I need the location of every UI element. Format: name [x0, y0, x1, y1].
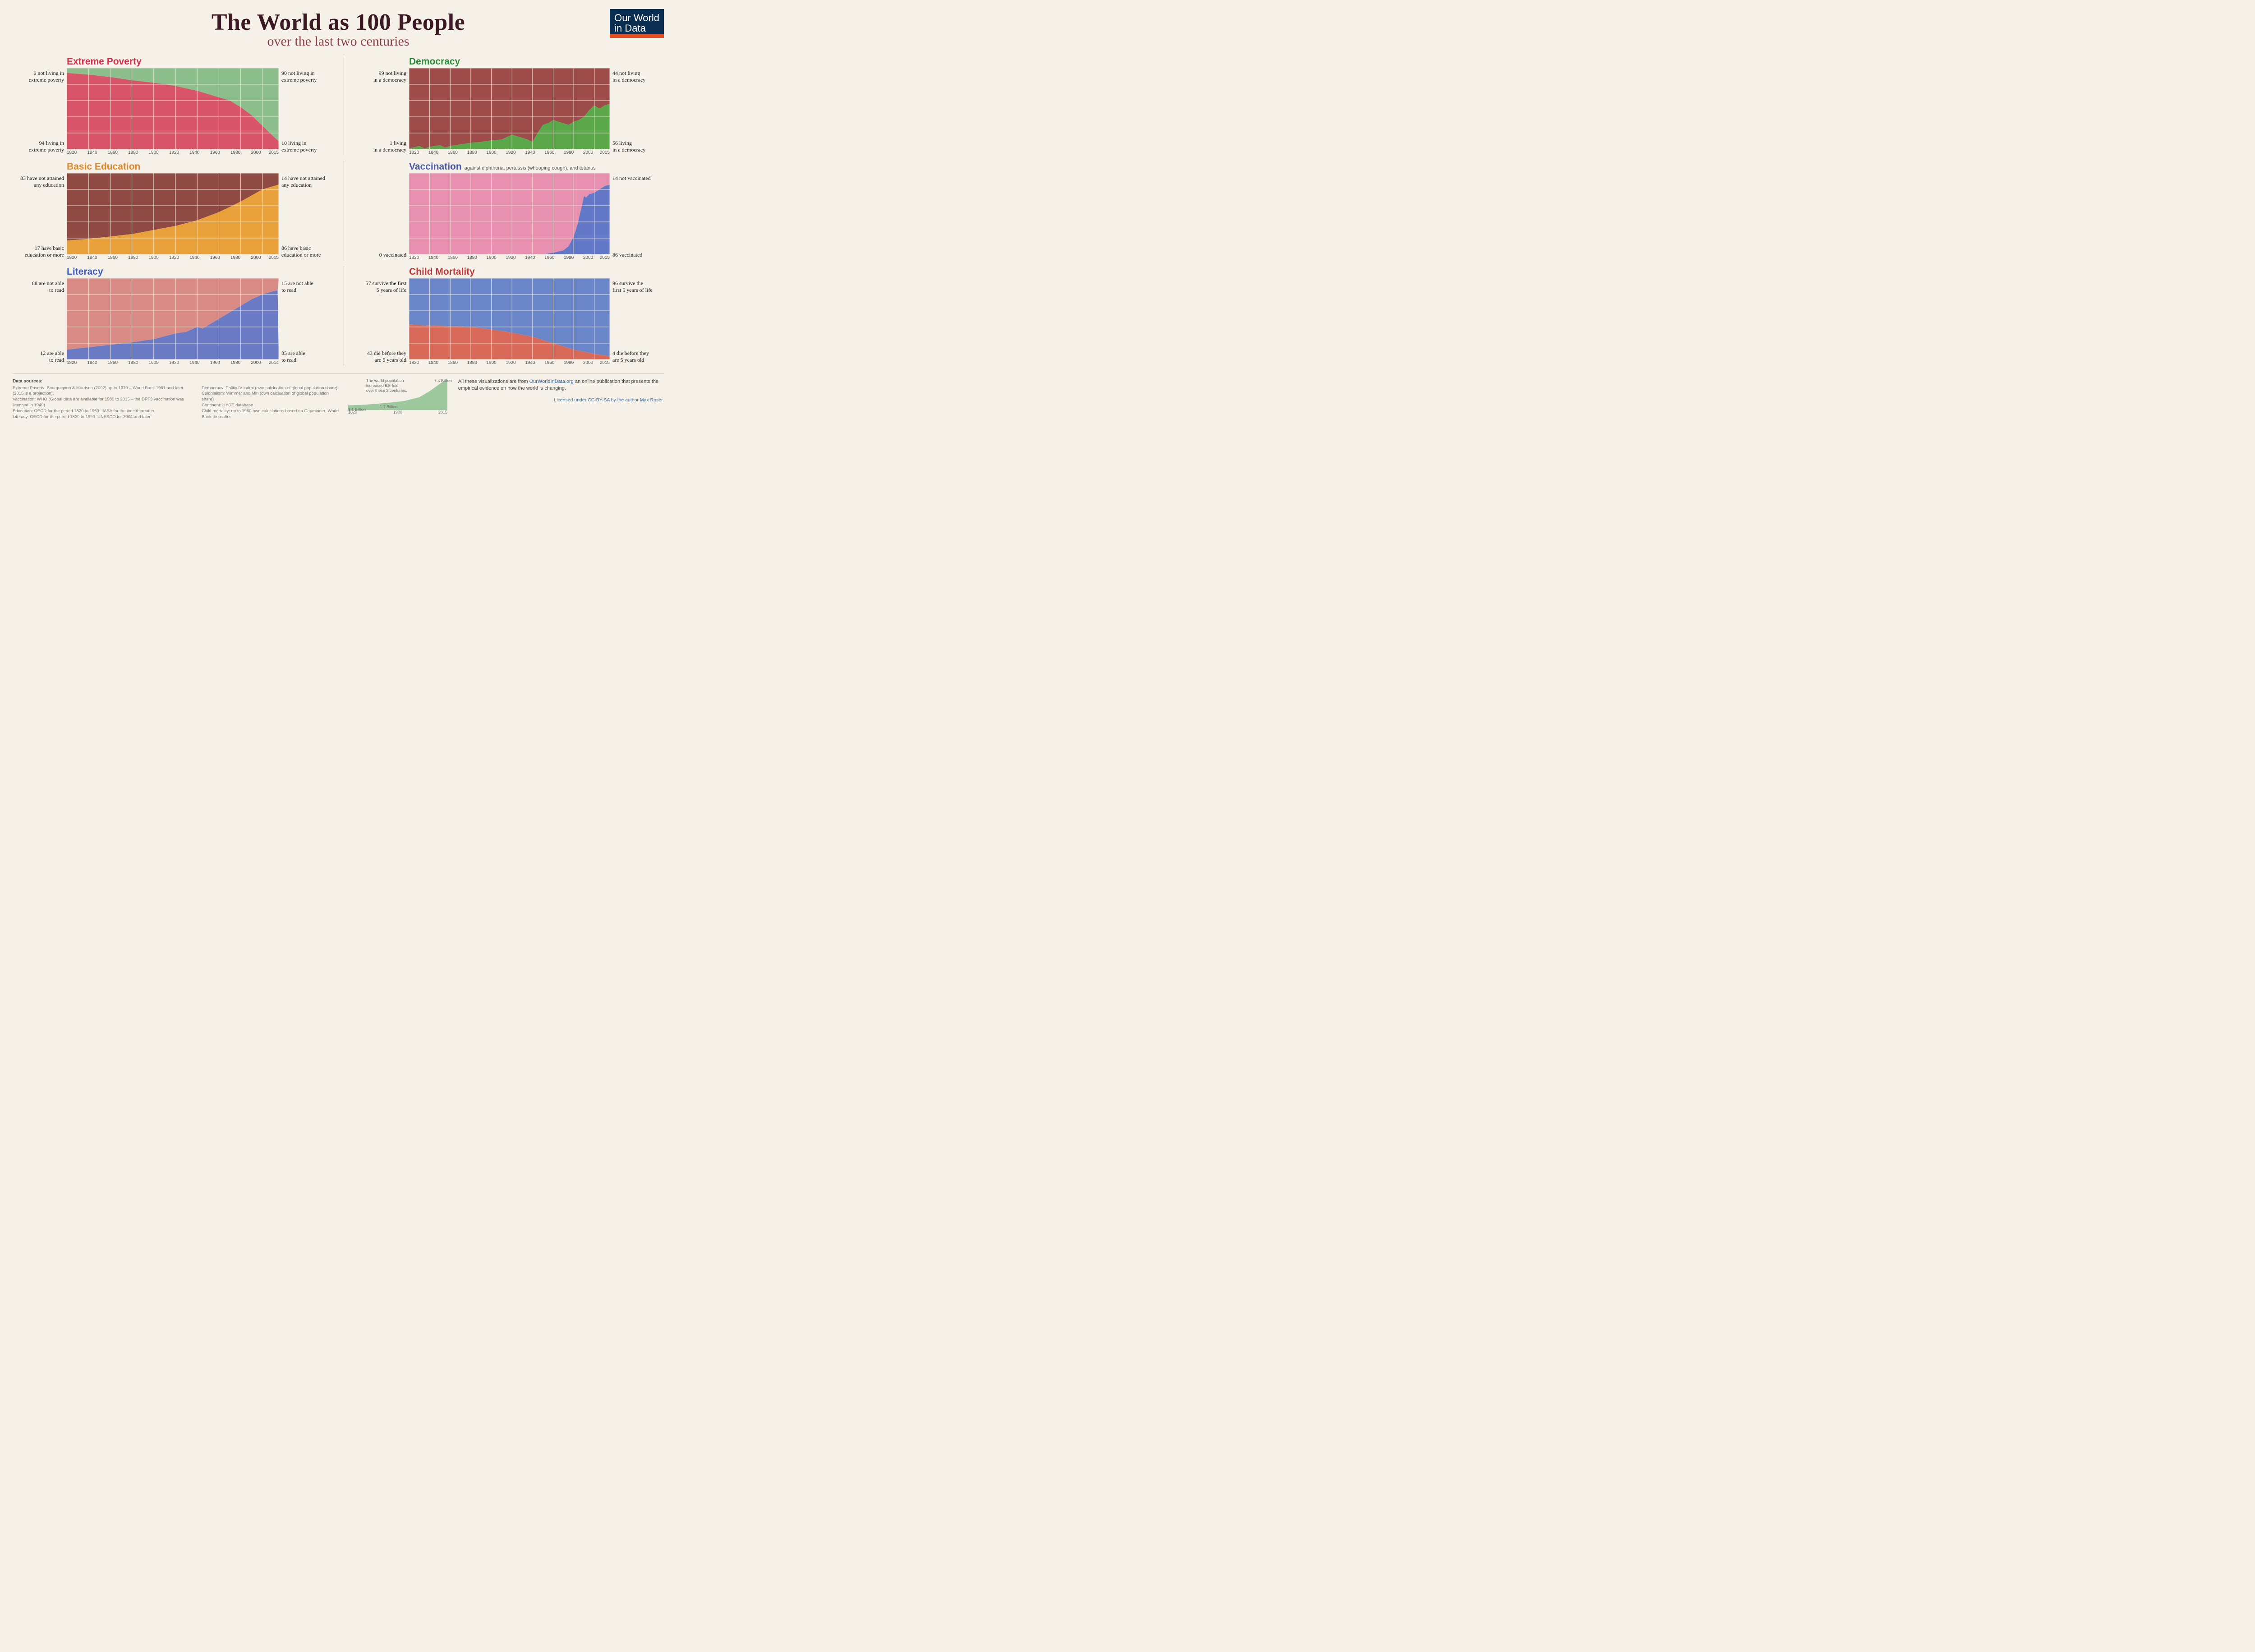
chart-childmortality: Child Mortality57 survive the first5 yea…: [344, 267, 664, 365]
left-labels: 88 are not ableto read12 are ableto read: [13, 278, 67, 365]
right-labels: 90 not living inextreme poverty10 living…: [279, 68, 333, 155]
chart-title: Vaccinationagainst diphtheria, pertussis…: [409, 161, 664, 172]
x-axis-ticks: 1820184018601880190019201940196019802000…: [67, 254, 279, 260]
footer: Data sources: Extreme Poverty: Bourguign…: [13, 373, 664, 420]
plot-area: 1820184018601880190019201940196019802000…: [409, 278, 610, 365]
left-labels: 57 survive the first5 years of life43 di…: [355, 278, 409, 365]
source-line: Education: OECD for the period 1820 to 1…: [13, 409, 191, 414]
plot-area: 1820184018601880190019201940196019802000…: [67, 68, 279, 155]
chart-literacy: Literacy88 are not ableto read12 are abl…: [13, 267, 333, 365]
plot-area: 1820184018601880190019201940196019802000…: [409, 173, 610, 260]
right-labels: 14 not vaccinated86 vaccinated: [610, 173, 664, 260]
chart-subtitle: against diphtheria, pertussis (whooping …: [465, 166, 596, 171]
chart-title: Democracy: [409, 56, 664, 67]
x-axis-ticks: 1820184018601880190019201940196019802000…: [409, 254, 610, 260]
chart-title: Extreme Poverty: [67, 56, 333, 67]
plot-area: 1820184018601880190019201940196019802000…: [67, 278, 279, 365]
source-line: Democracy: Politiy IV index (own calclua…: [202, 386, 342, 391]
left-labels: 83 have not attainedany education17 have…: [13, 173, 67, 260]
chart-democracy: Democracy99 not livingin a democracy1 li…: [344, 56, 664, 155]
chart-vaccination: Vaccinationagainst diphtheria, pertussis…: [344, 161, 664, 260]
owid-logo: Our World in Data: [610, 9, 664, 38]
x-axis-ticks: 1820184018601880190019201940196019802000…: [67, 359, 279, 365]
page-title: The World as 100 People: [13, 9, 664, 36]
chart-poverty: Extreme Poverty6 not living inextreme po…: [13, 56, 333, 155]
source-line: Continent: HYDE database: [202, 403, 342, 409]
page-subtitle: over the last two centuries: [13, 34, 664, 49]
left-labels: 99 not livingin a democracy1 livingin a …: [355, 68, 409, 155]
charts-grid: Extreme Poverty6 not living inextreme po…: [13, 56, 664, 365]
source-line: Child mortality: up to 1960 own caluclat…: [202, 409, 342, 420]
right-labels: 96 survive thefirst 5 years of life4 die…: [610, 278, 664, 365]
attribution: All these visualizations are from OurWor…: [458, 378, 664, 420]
plot-area: 1820184018601880190019201940196019802000…: [409, 68, 610, 155]
x-axis-ticks: 1820184018601880190019201940196019802000…: [409, 149, 610, 155]
source-line: Vaccination: WHO (Global data are availa…: [13, 397, 191, 409]
chart-title: Literacy: [67, 267, 333, 277]
source-line: Colonialism: Wimmer and Min (own calclua…: [202, 391, 342, 403]
right-labels: 14 have not attainedany education86 have…: [279, 173, 333, 260]
header: The World as 100 People over the last tw…: [13, 9, 664, 49]
x-axis-ticks: 1820184018601880190019201940196019802000…: [67, 149, 279, 155]
x-axis-ticks: 1820184018601880190019201940196019802000…: [409, 359, 610, 365]
source-line: Extreme Poverty: Bourguignon & Morrison …: [13, 386, 191, 397]
plot-area: 1820184018601880190019201940196019802000…: [67, 173, 279, 260]
population-mini-chart: The world populationincreased 6.8-foldov…: [348, 378, 452, 420]
chart-education: Basic Education83 have not attainedany e…: [13, 161, 333, 260]
owid-link[interactable]: OurWorldInData.org: [529, 379, 574, 384]
license-text: Licensed under CC-BY-SA by the author Ma…: [458, 397, 664, 404]
left-labels: 0 vaccinated: [355, 173, 409, 260]
left-labels: 6 not living inextreme poverty94 living …: [13, 68, 67, 155]
source-line: Literacy: OECD for the period 1820 to 19…: [13, 414, 191, 420]
data-sources: Data sources: Extreme Poverty: Bourguign…: [13, 378, 342, 420]
chart-title: Child Mortality: [409, 267, 664, 277]
right-labels: 44 not livingin a democracy56 livingin a…: [610, 68, 664, 155]
chart-title: Basic Education: [67, 161, 333, 172]
right-labels: 15 are not ableto read85 are ableto read: [279, 278, 333, 365]
